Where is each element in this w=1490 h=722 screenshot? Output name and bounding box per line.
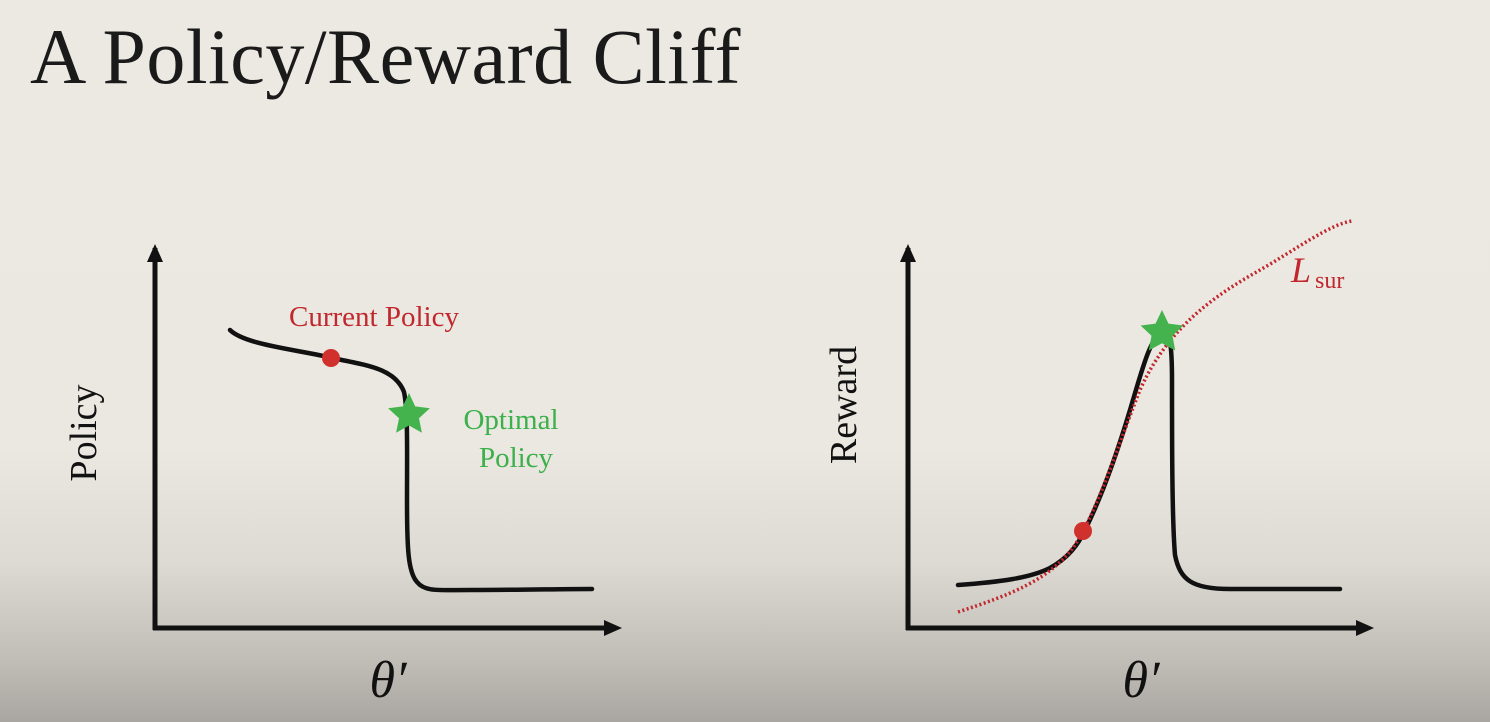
- optimal-policy-label-line2: Policy: [479, 442, 554, 474]
- optimal-policy-label-line1: Optimal: [463, 404, 558, 436]
- surrogate-objective-curve: [957, 219, 1353, 614]
- left-x-axis-arrowhead: [604, 620, 622, 636]
- optimal-reward-star-icon: [1140, 310, 1184, 351]
- surrogate-objective-label: L sur: [1290, 250, 1344, 294]
- right-x-axis-arrowhead: [1356, 620, 1374, 636]
- left-plot: Policy θ′ Current Policy Optimal Policy: [63, 244, 622, 709]
- left-y-axis-arrowhead: [147, 244, 163, 262]
- right-y-axis-arrowhead: [900, 244, 916, 262]
- surrogate-symbol: L: [1290, 250, 1311, 290]
- right-plot: Reward θ′ L sur: [823, 219, 1374, 709]
- left-x-axis-label: θ′: [370, 652, 409, 709]
- current-policy-marker: [322, 349, 340, 367]
- right-y-axis-label: Reward: [823, 346, 865, 464]
- right-x-axis-label: θ′: [1123, 652, 1162, 709]
- surrogate-subscript: sur: [1315, 268, 1344, 294]
- optimal-policy-star-icon: [388, 393, 430, 433]
- current-reward-marker: [1074, 522, 1092, 540]
- reward-curve: [955, 329, 1343, 592]
- current-policy-label: Current Policy: [289, 301, 459, 333]
- slide-title: A Policy/Reward Cliff: [30, 13, 742, 100]
- left-y-axis-label: Policy: [63, 384, 105, 481]
